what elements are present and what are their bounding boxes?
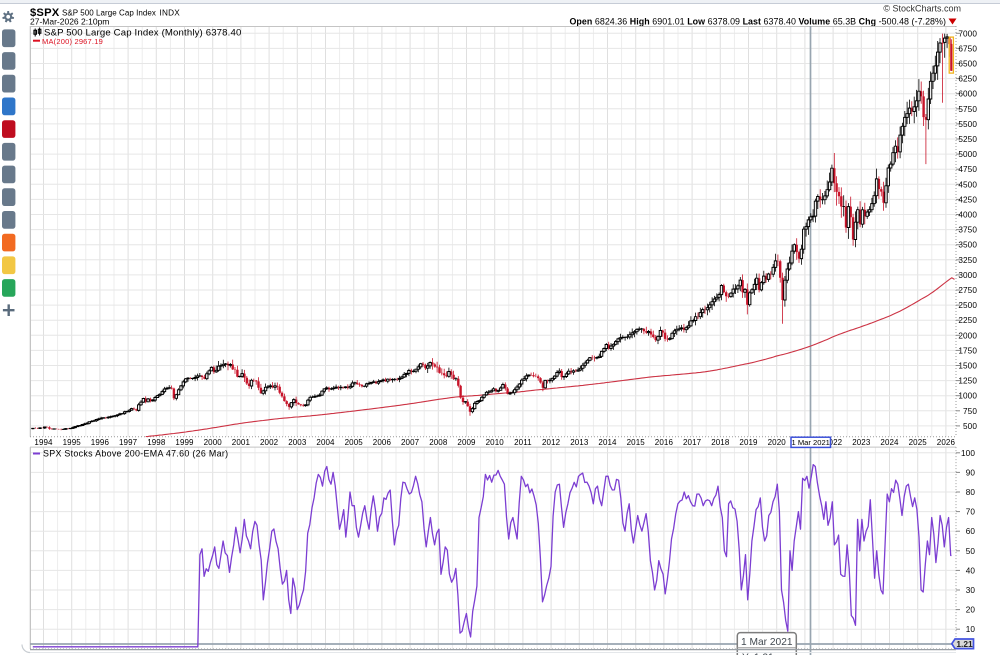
svg-text:2002: 2002 — [260, 438, 279, 447]
svg-text:1000: 1000 — [958, 392, 977, 401]
svg-text:90: 90 — [966, 468, 976, 477]
svg-text:6750: 6750 — [958, 44, 977, 53]
svg-text:40: 40 — [966, 566, 976, 575]
svg-text:2000: 2000 — [204, 438, 223, 447]
svg-text:$SPX: $SPX — [30, 7, 60, 19]
svg-text:2023: 2023 — [852, 438, 871, 447]
svg-text:5750: 5750 — [958, 105, 977, 114]
svg-text:7000: 7000 — [958, 29, 977, 38]
svg-text:1997: 1997 — [119, 438, 138, 447]
svg-text:6250: 6250 — [958, 75, 977, 84]
svg-text:1500: 1500 — [958, 362, 977, 371]
svg-text:1750: 1750 — [958, 346, 977, 355]
svg-text:1250: 1250 — [958, 377, 977, 386]
svg-text:27-Mar-2026 2:10pm: 27-Mar-2026 2:10pm — [30, 17, 109, 27]
svg-text:5000: 5000 — [958, 150, 977, 159]
svg-text:50: 50 — [966, 547, 976, 556]
svg-text:2750: 2750 — [958, 286, 977, 295]
svg-text:S&P 500 Large Cap Index (Month: S&P 500 Large Cap Index (Monthly) 6378.4… — [44, 28, 241, 39]
svg-text:2012: 2012 — [542, 438, 561, 447]
svg-text:20: 20 — [966, 606, 976, 615]
svg-text:1 Mar 2021: 1 Mar 2021 — [741, 637, 793, 648]
svg-text:5250: 5250 — [958, 135, 977, 144]
svg-text:4750: 4750 — [958, 165, 977, 174]
svg-text:2020: 2020 — [768, 438, 787, 447]
svg-text:2019: 2019 — [739, 438, 758, 447]
svg-text:2009: 2009 — [457, 438, 476, 447]
svg-text:1998: 1998 — [147, 438, 166, 447]
svg-text:4500: 4500 — [958, 180, 977, 189]
svg-text:1 Mar 2021: 1 Mar 2021 — [791, 438, 829, 447]
svg-text:2025: 2025 — [909, 438, 928, 447]
svg-text:MA(200) 2967.19: MA(200) 2967.19 — [42, 37, 103, 46]
svg-text:500: 500 — [963, 422, 977, 431]
svg-text:1.21: 1.21 — [956, 639, 973, 649]
svg-text:10: 10 — [966, 625, 976, 634]
svg-text:2014: 2014 — [598, 438, 617, 447]
svg-text:2024: 2024 — [880, 438, 899, 447]
svg-text:2001: 2001 — [232, 438, 251, 447]
svg-text:60: 60 — [966, 527, 976, 536]
svg-text:2017: 2017 — [683, 438, 702, 447]
svg-text:2007: 2007 — [401, 438, 420, 447]
svg-text:3000: 3000 — [958, 271, 977, 280]
svg-text:2011: 2011 — [514, 438, 532, 447]
svg-text:S&P 500 Large Cap Index: S&P 500 Large Cap Index — [62, 9, 156, 18]
svg-text:2250: 2250 — [958, 316, 977, 325]
svg-text:2008: 2008 — [429, 438, 448, 447]
svg-text:70: 70 — [966, 508, 976, 517]
svg-text:2010: 2010 — [486, 438, 505, 447]
svg-text:2004: 2004 — [316, 438, 335, 447]
svg-text:2022: 2022 — [824, 438, 843, 447]
svg-text:750: 750 — [963, 407, 977, 416]
svg-text:2026: 2026 — [937, 438, 956, 447]
svg-text:3250: 3250 — [958, 256, 977, 265]
svg-text:© StockCharts.com: © StockCharts.com — [883, 4, 961, 14]
svg-text:4250: 4250 — [958, 195, 977, 204]
svg-text:1995: 1995 — [63, 438, 82, 447]
svg-text:3500: 3500 — [958, 241, 977, 250]
svg-text:2016: 2016 — [655, 438, 674, 447]
svg-text:2006: 2006 — [373, 438, 392, 447]
svg-text:1994: 1994 — [34, 438, 53, 447]
svg-text:2005: 2005 — [345, 438, 364, 447]
svg-text:2018: 2018 — [711, 438, 730, 447]
svg-text:80: 80 — [966, 488, 976, 497]
svg-text:6000: 6000 — [958, 90, 977, 99]
svg-text:100: 100 — [961, 449, 975, 458]
svg-text:1999: 1999 — [175, 438, 194, 447]
svg-text:1996: 1996 — [91, 438, 110, 447]
svg-text:30: 30 — [966, 586, 976, 595]
svg-text:2500: 2500 — [958, 301, 977, 310]
svg-text:INDX: INDX — [160, 9, 181, 18]
svg-text:Open 6824.36 High 6901.01 Lo: Open 6824.36 High 6901.01 Low 6378.09 La… — [569, 17, 946, 27]
svg-text:4000: 4000 — [958, 211, 977, 220]
svg-text:2013: 2013 — [570, 438, 589, 447]
svg-text:2000: 2000 — [958, 331, 977, 340]
svg-text:6500: 6500 — [958, 60, 977, 69]
svg-text:2003: 2003 — [288, 438, 307, 447]
svg-text:5500: 5500 — [958, 120, 977, 129]
svg-text:2015: 2015 — [627, 438, 646, 447]
svg-text:SPX Stocks Above 200-EMA 47.60: SPX Stocks Above 200-EMA 47.60 (26 Mar) — [43, 449, 228, 459]
svg-text:3750: 3750 — [958, 226, 977, 235]
